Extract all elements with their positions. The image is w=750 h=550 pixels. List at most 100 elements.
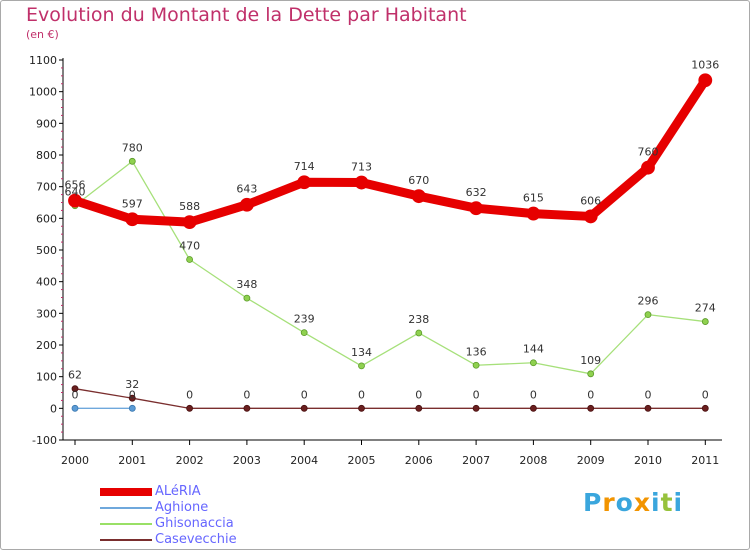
y-tick-label: 600 xyxy=(36,212,57,225)
data-label: 656 xyxy=(65,179,86,192)
data-point xyxy=(415,329,423,337)
data-point xyxy=(641,160,655,175)
data-point xyxy=(297,175,312,190)
data-label: 296 xyxy=(638,295,659,308)
logo-letter: i xyxy=(651,488,661,517)
y-tick-label: 0 xyxy=(50,402,57,415)
y-tick-label: 1000 xyxy=(29,86,57,99)
legend-label: Ghisonaccia xyxy=(155,516,234,531)
x-tick-label: 2010 xyxy=(634,454,662,467)
data-point xyxy=(644,311,652,319)
data-point xyxy=(472,361,480,369)
data-point xyxy=(698,73,713,88)
logo-letter: i xyxy=(673,488,684,517)
legend-swatch xyxy=(100,488,152,496)
data-label: 62 xyxy=(68,369,82,382)
data-label: 0 xyxy=(358,388,365,401)
y-tick-label: 500 xyxy=(36,244,57,257)
legend-item-ghisonaccia[interactable]: Ghisonaccia xyxy=(100,516,360,532)
data-point xyxy=(71,385,79,393)
data-point xyxy=(186,404,194,412)
data-label: 0 xyxy=(473,388,480,401)
data-label: 780 xyxy=(122,141,143,154)
data-point xyxy=(530,359,537,367)
data-label: 632 xyxy=(466,186,487,199)
logo-letter: o xyxy=(615,488,634,517)
data-point xyxy=(354,175,369,190)
logo-letter: P xyxy=(583,488,603,517)
data-label: 0 xyxy=(415,388,422,401)
data-point xyxy=(239,197,254,212)
y-tick-label: 300 xyxy=(36,307,57,320)
legend-label: Casevecchie xyxy=(155,532,237,547)
legend-swatch xyxy=(100,523,152,525)
y-tick-label: 800 xyxy=(36,149,57,162)
y-tick-label: 900 xyxy=(36,117,57,130)
data-label: 606 xyxy=(580,194,601,207)
x-tick-label: 2001 xyxy=(118,454,146,467)
data-point xyxy=(411,189,426,204)
data-label: 109 xyxy=(580,354,601,367)
series-line-3 xyxy=(74,388,706,409)
data-point xyxy=(415,404,423,412)
data-label: 713 xyxy=(351,161,372,174)
x-tick-label: 2004 xyxy=(290,454,318,467)
data-label: 238 xyxy=(408,313,429,326)
logo-letter: x xyxy=(633,488,651,517)
data-label: 1036 xyxy=(691,58,719,71)
x-tick-label: 2002 xyxy=(176,454,204,467)
data-label: 643 xyxy=(236,183,257,196)
data-point xyxy=(128,157,136,165)
y-tick-label: 400 xyxy=(36,276,57,289)
logo-letter: t xyxy=(660,488,674,517)
data-label: 0 xyxy=(587,388,594,401)
legend-item-aghione[interactable]: Aghione xyxy=(100,500,360,516)
data-label: 597 xyxy=(122,197,143,210)
data-point xyxy=(526,206,541,221)
y-tick-label: 100 xyxy=(36,371,57,384)
legend-item-aleria[interactable]: ALéRIA xyxy=(100,484,360,500)
data-label: 0 xyxy=(129,388,136,401)
data-label: 760 xyxy=(638,146,659,159)
data-point xyxy=(128,404,136,412)
data-point xyxy=(358,404,365,412)
legend-swatch xyxy=(100,507,152,509)
data-label: 136 xyxy=(466,345,487,358)
data-label: 670 xyxy=(408,174,429,187)
data-point xyxy=(583,209,598,224)
y-tick-label: 700 xyxy=(36,181,57,194)
y-tick-label: 1100 xyxy=(29,54,57,67)
data-label: 0 xyxy=(702,388,709,401)
legend-item-casevecchie[interactable]: Casevecchie xyxy=(100,532,360,548)
data-point xyxy=(71,404,79,412)
data-point xyxy=(701,318,709,325)
data-point xyxy=(701,404,709,412)
x-tick-label: 2009 xyxy=(577,454,605,467)
data-label: 470 xyxy=(179,240,200,253)
data-point xyxy=(182,215,197,230)
chart-title: Evolution du Montant de la Dette par Hab… xyxy=(26,4,467,26)
data-point xyxy=(243,294,251,302)
data-point xyxy=(128,394,136,402)
chart-subtitle: (en €) xyxy=(26,28,59,41)
data-point xyxy=(358,362,365,370)
data-label: 588 xyxy=(179,200,200,213)
data-label: 714 xyxy=(294,160,315,173)
y-tick-label: -100 xyxy=(32,434,57,447)
legend-label: ALéRIA xyxy=(155,484,201,499)
x-tick-label: 2006 xyxy=(405,454,433,467)
data-label: 640 xyxy=(65,186,86,199)
data-label: 615 xyxy=(523,192,544,205)
y-tick-label: 200 xyxy=(36,339,57,352)
series-line-2 xyxy=(74,160,706,375)
data-label: 134 xyxy=(351,346,372,359)
x-tick-label: 2005 xyxy=(348,454,376,467)
data-point xyxy=(125,212,140,227)
data-label: 239 xyxy=(294,313,315,326)
x-tick-label: 2007 xyxy=(462,454,490,467)
legend-label: Aghione xyxy=(155,500,209,515)
data-label: 0 xyxy=(645,388,652,401)
legend: ALéRIA Aghione Ghisonaccia Casevecchie xyxy=(100,484,360,548)
data-label: 32 xyxy=(125,378,139,391)
series-line-0 xyxy=(73,77,710,227)
